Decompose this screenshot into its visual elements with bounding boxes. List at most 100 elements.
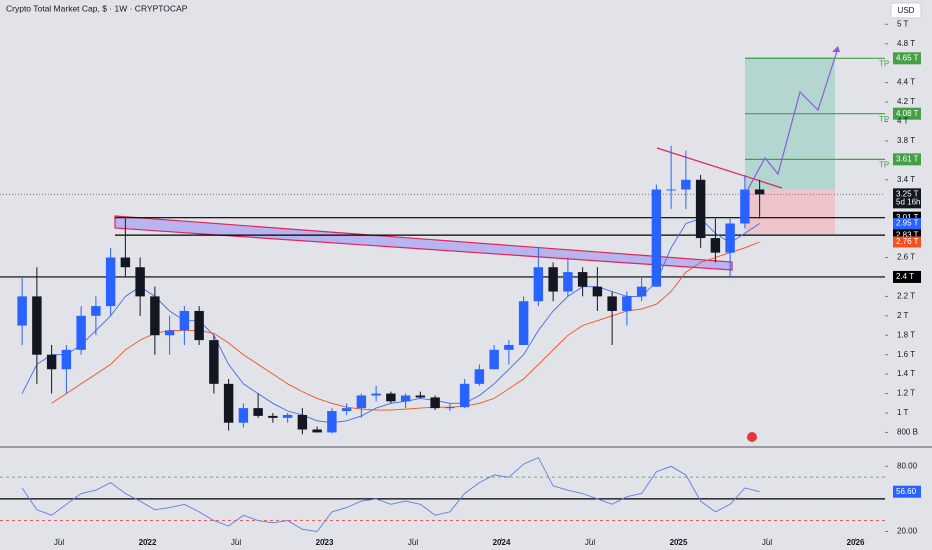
y-tick-label: 4.2 T	[897, 97, 915, 106]
level-tag	[893, 153, 921, 166]
currency[interactable]: USD	[898, 6, 915, 15]
candle-body	[518, 301, 529, 345]
level-label: 4.65 T	[896, 53, 919, 62]
candle-body	[474, 369, 485, 384]
level-label: 3.61 T	[896, 154, 919, 163]
candle-body	[371, 393, 381, 396]
candle-body	[76, 315, 86, 350]
candle-body	[194, 310, 204, 341]
y-tick-label: 3.8 T	[897, 136, 915, 145]
candle-body	[636, 286, 647, 297]
y-tick-label: 2 T	[897, 311, 909, 320]
candle-body	[32, 296, 42, 355]
level-note: TP	[879, 59, 889, 68]
candle-body	[327, 411, 337, 433]
y-tick-label: 1.8 T	[897, 330, 915, 339]
trend-line	[656, 147, 783, 189]
arrow-head	[832, 46, 840, 52]
x-tick-label: 2022	[139, 538, 157, 547]
candle-body	[356, 395, 367, 409]
rsi-tick-label: 20.00	[897, 527, 918, 536]
candle-body	[164, 330, 175, 336]
ma-label: 2.76 T	[896, 237, 919, 246]
candle-body	[681, 179, 691, 190]
y-tick-label: 1.4 T	[897, 369, 915, 378]
candle-body	[651, 189, 662, 287]
long-stop-zone	[745, 189, 835, 234]
candle-body	[386, 393, 396, 402]
x-tick-label: 2026	[847, 538, 865, 547]
x-tick-label: 2023	[316, 538, 334, 547]
ma-label: 2.95 T	[896, 219, 919, 228]
candle-body	[533, 267, 544, 302]
candle-body	[740, 189, 750, 224]
level-label: 3.01 T	[896, 213, 919, 222]
x-tick-label: 2024	[493, 538, 511, 547]
candle-body	[754, 189, 765, 195]
y-tick-label: 2.2 T	[897, 291, 915, 300]
y-tick-label: 1.2 T	[897, 389, 915, 398]
candle-body	[150, 296, 160, 336]
level-tag	[893, 270, 921, 283]
trend-channel	[114, 215, 733, 271]
candle-body	[179, 310, 190, 331]
candle-body	[577, 272, 588, 287]
projection-arrow	[747, 47, 839, 190]
candle-body	[415, 395, 426, 398]
candle-body	[297, 414, 308, 430]
candle-body	[592, 286, 603, 297]
candle-body	[209, 340, 219, 384]
y-tick-label: 5 T	[897, 19, 909, 28]
candle-body	[445, 407, 455, 409]
event-flag[interactable]	[747, 432, 757, 442]
candle-body	[430, 397, 440, 409]
level-note: TP	[879, 115, 889, 124]
candle-body	[91, 306, 101, 316]
candle-body	[120, 257, 131, 268]
candle-body	[282, 414, 293, 418]
x-tick-label: Jul	[231, 538, 241, 547]
y-tick-label: 4 T	[897, 117, 909, 126]
x-tick-label: Jul	[408, 538, 418, 547]
candle-body	[504, 344, 514, 350]
candle-body	[223, 383, 234, 423]
rsi-tag	[893, 485, 921, 498]
level-tag	[893, 52, 921, 65]
candle-body	[607, 296, 617, 311]
level-label: 4.08 T	[896, 109, 919, 118]
rsi-tick-label: 80.00	[897, 461, 918, 470]
candle-body	[725, 223, 735, 253]
candle-body	[695, 179, 706, 239]
candle-body	[135, 267, 145, 297]
y-tick-label: 800 B	[897, 428, 918, 437]
last-tag	[893, 188, 921, 209]
level-note: TP	[879, 160, 889, 169]
level-label: 2.4 T	[896, 272, 914, 281]
ma-tag	[893, 218, 921, 229]
x-tick-label: Jul	[54, 538, 64, 547]
moving-average	[21, 218, 760, 424]
candle-body	[341, 408, 352, 412]
candle-body	[459, 383, 470, 408]
plot-area: 4.65 T TP 4.08 T TP 3.61 T TP 3.01 T 2.83 T 2.4 …	[0, 19, 921, 547]
candle-body	[666, 189, 676, 191]
y-tick-label: 1.6 T	[897, 350, 915, 359]
last-label: 3.25 T	[896, 189, 919, 198]
x-tick-label: Jul	[585, 538, 595, 547]
candle-body	[238, 408, 249, 423]
candle-body	[105, 257, 116, 307]
y-tick-label: 4.8 T	[897, 39, 915, 48]
y-tick-label: 1 T	[897, 408, 909, 417]
candle-body	[253, 408, 263, 416]
candle-body	[622, 296, 632, 311]
x-tick-label: 2025	[670, 538, 688, 547]
y-tick-label: 3.4 T	[897, 175, 915, 184]
countdown: 5d 16h	[896, 197, 920, 206]
candle-body	[548, 267, 558, 292]
candle-body	[400, 395, 411, 402]
currency-button[interactable]	[890, 2, 922, 19]
y-tick-label: 4.4 T	[897, 78, 915, 87]
level-tag	[893, 107, 921, 120]
x-tick-label: Jul	[762, 538, 772, 547]
